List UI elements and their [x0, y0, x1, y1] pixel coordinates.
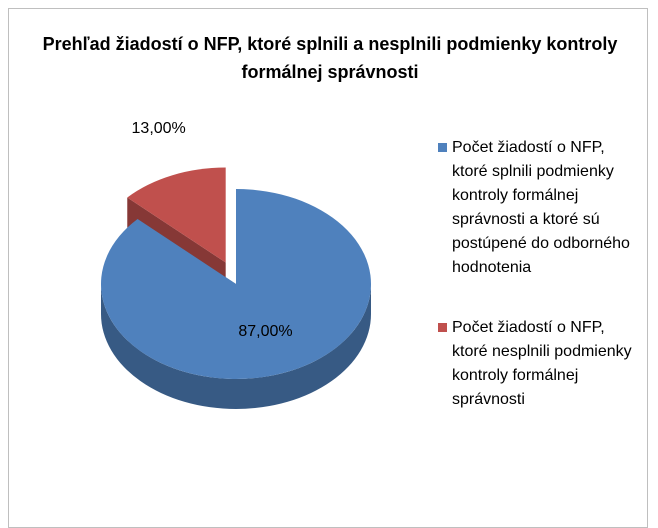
legend-label: Počet žiadostí o NFP, ktoré nesplnili po…: [452, 319, 632, 408]
legend-item: Počet žiadostí o NFP, ktoré nesplnili po…: [438, 316, 637, 412]
data-label: 13,00%: [132, 120, 186, 137]
legend-swatch: [438, 143, 447, 152]
page: {"chart_data": {"type": "pie", "title": …: [8, 8, 648, 528]
data-label: 87,00%: [238, 323, 292, 340]
legend-item: Počet žiadostí o NFP, ktoré splnili podm…: [438, 136, 637, 280]
pie-slice: [127, 167, 226, 263]
legend-swatch: [438, 323, 447, 332]
chart-title: Prehľad žiadostí o NFP, ktoré splnili a …: [42, 34, 618, 82]
pie-slice: [100, 189, 371, 379]
slice-side: [101, 284, 371, 409]
legend-label: Počet žiadostí o NFP, ktoré splnili podm…: [452, 139, 630, 276]
chart: 87,00% 13,00%: [100, 120, 371, 409]
